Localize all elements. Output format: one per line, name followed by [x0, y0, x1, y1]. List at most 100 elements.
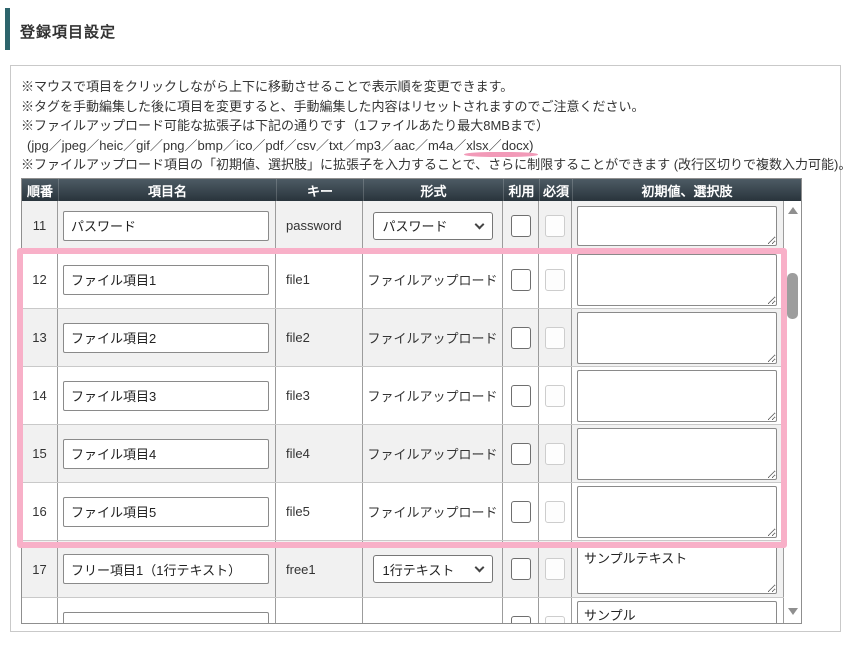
- table-row-13[interactable]: 13 file2 ファイルアップロード: [22, 309, 784, 367]
- item-key: file1: [276, 251, 363, 308]
- use-checkbox[interactable]: [510, 500, 531, 523]
- required-checkbox[interactable]: [545, 268, 565, 291]
- item-name-cell: [58, 201, 276, 250]
- extension-list-text: (jpg／jpeg／heic／gif／png／bmp／ico／pdf／csv／t…: [27, 137, 467, 153]
- row-number: 17: [22, 541, 58, 597]
- format-static-text: ファイルアップロード: [367, 505, 498, 520]
- table-row-17[interactable]: 17 free1 1行テキスト サンプルテキスト: [22, 541, 784, 598]
- table-row-11[interactable]: 11 password パスワード: [22, 201, 784, 251]
- required-checkbox[interactable]: [545, 326, 565, 349]
- initial-value-cell: [572, 201, 784, 250]
- required-cell: [539, 425, 572, 482]
- required-checkbox[interactable]: [545, 214, 565, 237]
- settings-panel: ※マウスで項目をクリックしながら上下に移動させることで表示順を変更できます。 ※…: [10, 65, 851, 632]
- use-cell: [503, 251, 539, 308]
- initial-value-cell: [572, 367, 784, 424]
- row-number: 12: [22, 251, 58, 308]
- format-cell: パスワード: [363, 201, 503, 250]
- required-cell: [539, 367, 572, 424]
- header-item-name: 項目名: [58, 179, 276, 201]
- initial-value-textarea[interactable]: [577, 369, 777, 422]
- required-cell: [539, 598, 572, 623]
- item-key: file4: [276, 425, 363, 482]
- item-name-input[interactable]: [63, 611, 269, 623]
- initial-value-cell: [572, 309, 784, 366]
- item-name-input[interactable]: [63, 210, 269, 241]
- item-name-cell: [58, 483, 276, 540]
- item-name-input[interactable]: [63, 496, 269, 527]
- scrollbar-thumb[interactable]: [787, 273, 798, 319]
- items-table: 順番 項目名 キー 形式 利用 必須 初期値、選択肢 11 password パ…: [21, 178, 802, 624]
- header-format: 形式: [363, 179, 503, 201]
- initial-value-cell: サンプル: [572, 598, 784, 623]
- header-order: 順番: [26, 183, 53, 199]
- format-static-text: ファイルアップロード: [367, 331, 498, 346]
- item-key: file3: [276, 367, 363, 424]
- initial-value-textarea[interactable]: [577, 485, 777, 538]
- use-cell: [503, 309, 539, 366]
- item-name-cell: [58, 309, 276, 366]
- format-cell: ファイルアップロード: [363, 309, 503, 366]
- scroll-down-arrow-icon[interactable]: [788, 608, 798, 615]
- item-name-cell: [58, 541, 276, 597]
- use-checkbox[interactable]: [510, 326, 531, 349]
- use-checkbox[interactable]: [510, 268, 531, 291]
- item-key: password: [276, 201, 363, 250]
- use-checkbox[interactable]: [510, 442, 531, 465]
- required-checkbox[interactable]: [545, 384, 565, 407]
- chevron-down-icon: [474, 219, 484, 229]
- required-cell: [539, 541, 572, 597]
- chevron-down-icon: [474, 562, 484, 573]
- table-row-14[interactable]: 14 file3 ファイルアップロード: [22, 367, 784, 425]
- table-header-row: 順番 項目名 キー 形式 利用 必須 初期値、選択肢: [22, 179, 801, 201]
- use-checkbox[interactable]: [510, 384, 531, 407]
- item-name-input[interactable]: [63, 264, 269, 295]
- required-checkbox[interactable]: [545, 442, 565, 465]
- use-cell: [503, 541, 539, 597]
- required-checkbox[interactable]: [545, 558, 565, 580]
- extension-list-underlined-text: xlsx／docx): [466, 137, 534, 153]
- table-row-12[interactable]: 12 file1 ファイルアップロード: [22, 251, 784, 309]
- item-name-input[interactable]: [63, 554, 269, 584]
- required-checkbox[interactable]: [545, 615, 565, 623]
- title-accent-bar: [5, 8, 10, 50]
- row-number: 16: [22, 483, 58, 540]
- note-upload-extensions: ※ファイルアップロード可能な拡張子は下記の通りです（1ファイルあたり最大8MBま…: [21, 118, 549, 133]
- required-cell: [539, 251, 572, 308]
- item-name-input[interactable]: [63, 322, 269, 353]
- item-name-cell: [58, 251, 276, 308]
- initial-value-textarea[interactable]: サンプルテキスト: [577, 544, 777, 594]
- initial-value-textarea[interactable]: [577, 311, 777, 364]
- initial-value-textarea[interactable]: [577, 205, 777, 246]
- initial-value-textarea[interactable]: [577, 427, 777, 480]
- required-checkbox[interactable]: [545, 500, 565, 523]
- note-extension-list: (jpg／jpeg／heic／gif／png／bmp／ico／pdf／csv／t…: [21, 136, 851, 156]
- item-name-input[interactable]: [63, 380, 269, 411]
- format-cell: ファイルアップロード: [363, 425, 503, 482]
- use-cell: [503, 598, 539, 623]
- initial-value-textarea[interactable]: [577, 253, 777, 306]
- format-cell: ファイルアップロード: [363, 483, 503, 540]
- format-select[interactable]: 1行テキスト: [372, 555, 493, 583]
- use-checkbox[interactable]: [510, 615, 531, 623]
- table-row-18[interactable]: サンプル: [22, 598, 784, 623]
- page-title: 登録項目設定: [20, 24, 117, 41]
- required-cell: [539, 309, 572, 366]
- initial-value-cell: [572, 483, 784, 540]
- note-reorder: ※マウスで項目をクリックしながら上下に移動させることで表示順を変更できます。: [21, 79, 514, 94]
- table-row-16[interactable]: 16 file5 ファイルアップロード: [22, 483, 784, 541]
- item-name-cell: [58, 367, 276, 424]
- format-cell: 1行テキスト: [363, 541, 503, 597]
- use-checkbox[interactable]: [510, 558, 531, 580]
- item-name-input[interactable]: [63, 438, 269, 469]
- scroll-up-arrow-icon[interactable]: [788, 207, 798, 214]
- initial-value-textarea[interactable]: サンプル: [577, 600, 777, 623]
- table-scrollbar[interactable]: [784, 201, 801, 623]
- initial-value-cell: [572, 251, 784, 308]
- table-body: 11 password パスワード 12 file1 ファイルアップロード: [22, 201, 801, 623]
- table-row-15[interactable]: 15 file4 ファイルアップロード: [22, 425, 784, 483]
- format-select[interactable]: パスワード: [372, 211, 493, 240]
- use-checkbox[interactable]: [510, 214, 531, 237]
- use-cell: [503, 367, 539, 424]
